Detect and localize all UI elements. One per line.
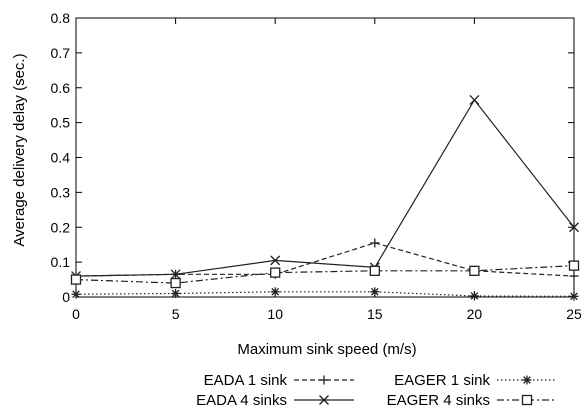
series-line [75,265,575,284]
data-point [171,289,181,299]
data-point [568,260,580,271]
y-tick-label: 0.2 [51,219,71,235]
y-tick-label: 0.6 [51,80,71,96]
data-point [170,269,181,280]
series-line [75,242,575,277]
legend-label: EADA 4 sinks [196,392,287,409]
data-point [569,291,579,301]
x-tick-label: 5 [172,306,180,322]
y-tick-label: 0 [62,289,70,305]
data-point [270,255,281,266]
x-tick-label: 20 [467,306,483,322]
legend: EADA 1 sink EADA 4 sinks EAGER 1 sink EAGER… [196,372,557,409]
legend-item: EADA 4 sinks [196,392,354,409]
series-line [75,291,575,297]
series-2 [71,287,579,301]
legend-item: EADA 1 sink [204,372,354,389]
data-point [369,265,380,276]
x-tick-label: 25 [566,306,581,322]
legend-swatch-marker [522,375,532,385]
legend-swatch-marker [521,394,533,406]
y-tick-label: 0.7 [51,45,71,61]
x-tick-label: 10 [267,306,283,322]
data-point [469,291,479,301]
plot-frame [75,17,575,298]
data-point [70,274,82,285]
x-tick-label: 15 [367,306,383,322]
legend-label: EADA 1 sink [204,372,288,389]
y-tick-label: 0.4 [51,150,71,166]
data-point [469,265,480,276]
data-point [270,267,281,278]
legend-swatch-marker [319,375,329,385]
data-point [370,238,380,248]
series-line [75,98,575,277]
x-tick-labels: 0 5 10 15 20 25 [72,306,581,322]
legend-item: EAGER 4 sinks [387,392,557,409]
data-point [71,289,81,299]
data-point [569,222,579,233]
legend-swatch-marker [319,395,329,405]
y-axis-label: Average delivery delay (sec.) [11,53,28,246]
y-tick-label: 0.3 [51,184,71,200]
data-point [469,94,480,105]
y-tick-labels: 0 0.1 0.2 0.3 0.4 0.5 0.6 0.7 0.8 [51,10,71,305]
data-point [370,287,380,297]
y-tick-label: 0.5 [51,115,71,131]
series-layer [70,94,580,301]
data-point [170,277,181,289]
x-axis-label: Maximum sink speed (m/s) [237,341,416,358]
data-point [569,271,579,281]
legend-item: EAGER 1 sink [394,372,557,389]
axes [75,17,575,298]
x-tick-label: 0 [72,306,80,322]
legend-label: EAGER 1 sink [394,372,490,389]
legend-label: EAGER 4 sinks [387,392,490,409]
series-1 [71,94,579,282]
series-3 [70,260,580,289]
y-tick-label: 0.1 [51,254,71,270]
data-point [270,287,280,297]
y-tick-label: 0.8 [51,10,71,26]
